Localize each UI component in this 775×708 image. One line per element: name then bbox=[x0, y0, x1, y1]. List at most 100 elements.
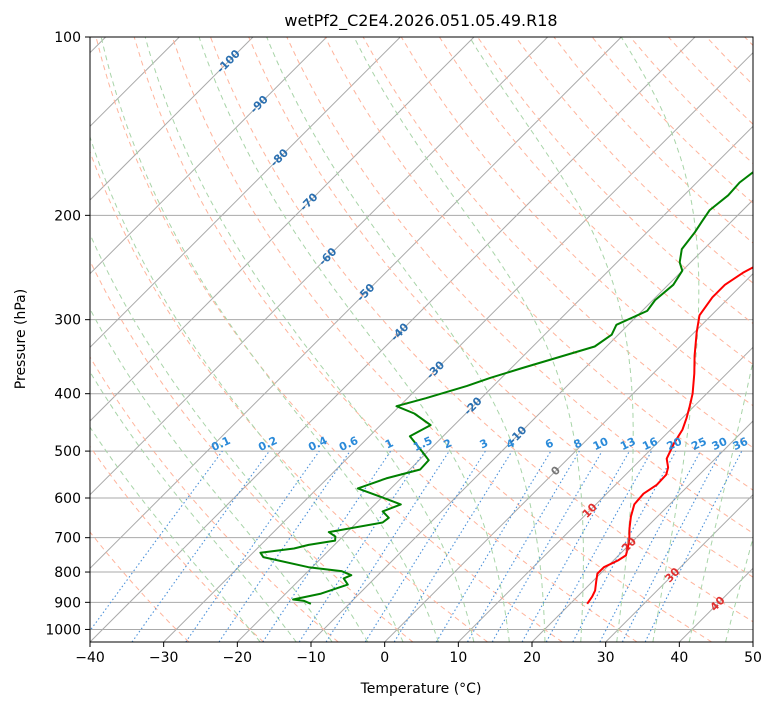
dry-adiabat-line bbox=[706, 37, 753, 86]
moist-adiabat-line bbox=[90, 135, 404, 642]
mixing-ratio-label: 25 bbox=[689, 435, 708, 453]
y-axis: 100 200 300 400 500 600 700 800 900 1000 bbox=[45, 30, 90, 638]
mixing-ratio-label: 20 bbox=[665, 435, 685, 453]
dry-adiabat-line bbox=[90, 356, 339, 642]
y-tick-label: 800 bbox=[54, 565, 81, 581]
mixing-ratio-line bbox=[298, 450, 425, 642]
x-tick-label: −30 bbox=[149, 650, 179, 666]
dry-adiabat-line bbox=[248, 37, 753, 578]
moist-adiabat-line bbox=[90, 308, 333, 642]
x-tick-label: 30 bbox=[597, 650, 615, 666]
moist-adiabat-line bbox=[620, 37, 700, 642]
y-tick-label: 200 bbox=[54, 208, 81, 224]
mixing-ratio-line bbox=[262, 450, 392, 642]
mixing-ratio-label: 2 bbox=[442, 436, 454, 451]
mixing-ratio-line bbox=[435, 450, 552, 642]
dry-adiabat-line bbox=[591, 37, 753, 204]
y-tick-label: 300 bbox=[54, 313, 81, 329]
x-tick-label: 50 bbox=[744, 650, 762, 666]
y-axis-label: Pressure (hPa) bbox=[13, 289, 29, 389]
isotherm-line bbox=[163, 51, 753, 642]
mixing-ratio-label: 10 bbox=[591, 435, 611, 453]
isotherm-line bbox=[531, 420, 753, 642]
dry-adiabat-line bbox=[553, 37, 753, 244]
x-tick-label: 40 bbox=[670, 650, 688, 666]
mixing-ratio-line bbox=[325, 450, 450, 642]
x-tick-label: −40 bbox=[75, 650, 105, 666]
isotherm-line bbox=[310, 199, 753, 642]
isotherm-line bbox=[90, 37, 254, 201]
y-tick-label: 600 bbox=[54, 491, 81, 507]
x-axis: −40 −30 −20 −10 0 10 20 30 40 50 bbox=[75, 642, 762, 666]
dry-adiabat-line bbox=[90, 531, 190, 642]
isotherm-line bbox=[384, 272, 753, 642]
dewpoint-profile-line bbox=[259, 170, 753, 605]
isotherm-line bbox=[90, 37, 401, 349]
moist-adiabat-line bbox=[688, 358, 753, 642]
y-tick-label: 100 bbox=[54, 30, 81, 46]
isotherm-line bbox=[752, 641, 753, 642]
moist-adiabat-line bbox=[469, 37, 634, 642]
mixing-ratio-line bbox=[393, 450, 513, 642]
moist-adiabat-line bbox=[725, 536, 753, 642]
y-tick-label: 500 bbox=[54, 444, 81, 460]
reference-line-labels: 0.1 0.2 0.4 0.6 1 1.5 2 3 4 6 8 10 13 16 20 25 30 36-100-… bbox=[209, 47, 750, 614]
dry-adiabat-line bbox=[210, 37, 753, 623]
x-tick-label: −20 bbox=[223, 650, 253, 666]
y-tick-label: 400 bbox=[54, 387, 81, 403]
mixing-ratio-line bbox=[185, 450, 320, 642]
moist-adiabat-line bbox=[90, 426, 261, 642]
mixing-ratio-line bbox=[521, 450, 630, 642]
isotherm-line bbox=[90, 37, 475, 422]
dry-adiabat-line bbox=[90, 259, 414, 642]
mixing-ratio-label: 30 bbox=[710, 435, 730, 453]
x-axis-label: Temperature (°C) bbox=[360, 681, 482, 697]
moist-adiabat-line bbox=[100, 37, 439, 642]
dry-adiabat-line bbox=[90, 150, 488, 642]
isotherm-line bbox=[605, 493, 753, 642]
mixing-ratio-label: 16 bbox=[640, 435, 660, 453]
x-tick-label: 0 bbox=[380, 650, 389, 666]
isotherm-line bbox=[90, 37, 696, 642]
dry-adiabat-line bbox=[438, 37, 753, 366]
dry-adiabat-line bbox=[515, 37, 753, 284]
mixing-ratio-label: 6 bbox=[543, 436, 556, 451]
temperature-profile-line bbox=[586, 266, 753, 605]
y-tick-label: 900 bbox=[54, 595, 81, 611]
mixing-ratio-line bbox=[599, 450, 701, 642]
mixing-ratio-label: 1 bbox=[383, 436, 395, 451]
mixing-ratio-line bbox=[90, 450, 223, 632]
x-tick-label: 20 bbox=[523, 650, 541, 666]
dry-adiabat-line bbox=[133, 37, 638, 642]
mixing-ratio-label: 36 bbox=[731, 435, 751, 453]
mixing-ratio-label: 13 bbox=[618, 435, 637, 453]
moist-adiabat-line bbox=[90, 232, 369, 642]
background-lines bbox=[90, 37, 753, 642]
plot-frame bbox=[89, 36, 754, 643]
mixing-ratio-label: 3 bbox=[478, 436, 490, 451]
dry-adiabat-line bbox=[400, 37, 753, 407]
dry-adiabat-line bbox=[286, 37, 753, 534]
moist-adiabat-line bbox=[144, 37, 475, 642]
moist-adiabat-line bbox=[353, 37, 584, 642]
isotherm-line bbox=[90, 37, 328, 275]
isotherm-line bbox=[90, 37, 622, 570]
data-series bbox=[259, 170, 753, 605]
dry-adiabat-line bbox=[95, 37, 563, 642]
isotherm-line bbox=[90, 37, 549, 496]
mixing-ratio-line bbox=[572, 450, 677, 642]
x-tick-label: −10 bbox=[296, 650, 326, 666]
mixing-ratio-line bbox=[218, 450, 351, 642]
dry-adiabat-line bbox=[171, 37, 712, 642]
y-tick-label: 1000 bbox=[45, 622, 81, 638]
moist-adiabat-line bbox=[266, 37, 546, 642]
dry-adiabat-line bbox=[90, 445, 264, 642]
mixing-ratio-line bbox=[545, 450, 653, 642]
chart-title: wetPf2_C2E4.2026.051.05.49.R18 bbox=[284, 11, 557, 31]
mixing-ratio-line bbox=[644, 450, 743, 642]
isotherm-line bbox=[236, 125, 753, 642]
y-tick-label: 700 bbox=[54, 531, 81, 547]
isotherm-line bbox=[678, 567, 753, 642]
mixing-ratio-line bbox=[131, 450, 270, 642]
